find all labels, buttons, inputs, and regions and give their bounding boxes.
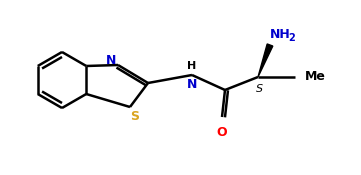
Text: S: S — [256, 84, 264, 94]
Text: NH: NH — [270, 29, 290, 41]
Polygon shape — [258, 44, 273, 77]
Text: O: O — [217, 126, 227, 139]
Text: S: S — [130, 110, 139, 122]
Text: N: N — [106, 54, 116, 68]
Text: Me: Me — [305, 71, 326, 83]
Text: 2: 2 — [289, 33, 295, 43]
Text: H: H — [187, 61, 197, 71]
Text: N: N — [187, 78, 197, 91]
